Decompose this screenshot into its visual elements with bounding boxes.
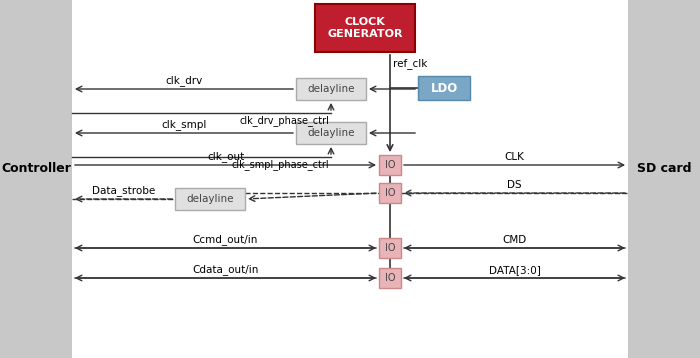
Text: ref_clk: ref_clk: [393, 58, 428, 69]
Text: DATA[3:0]: DATA[3:0]: [489, 265, 540, 275]
Text: Ccmd_out/in: Ccmd_out/in: [193, 234, 258, 245]
Text: delayline: delayline: [186, 194, 234, 204]
FancyBboxPatch shape: [296, 78, 366, 100]
FancyBboxPatch shape: [418, 76, 470, 100]
Text: CLOCK
GENERATOR: CLOCK GENERATOR: [328, 17, 402, 39]
FancyBboxPatch shape: [315, 4, 415, 52]
Text: CMD: CMD: [503, 235, 526, 245]
Text: SD card: SD card: [637, 161, 692, 174]
Text: IO: IO: [385, 243, 396, 253]
Text: clk_smpl_phase_ctrl: clk_smpl_phase_ctrl: [232, 159, 329, 170]
FancyBboxPatch shape: [379, 268, 401, 288]
Text: LDO: LDO: [430, 82, 458, 95]
Text: IO: IO: [385, 273, 396, 283]
Text: delayline: delayline: [307, 84, 355, 94]
Text: IO: IO: [385, 188, 396, 198]
FancyBboxPatch shape: [296, 122, 366, 144]
Text: Controller: Controller: [1, 161, 71, 174]
Text: CLK: CLK: [505, 152, 524, 162]
Bar: [628, 0, 700, 358]
Text: delayline: delayline: [307, 128, 355, 138]
Bar: [0, 0, 72, 358]
Text: IO: IO: [385, 160, 396, 170]
Text: clk_out: clk_out: [207, 151, 244, 162]
Text: clk_drv_phase_ctrl: clk_drv_phase_ctrl: [239, 115, 329, 126]
Text: Data_strobe: Data_strobe: [92, 185, 155, 196]
FancyBboxPatch shape: [175, 188, 245, 210]
Text: clk_drv: clk_drv: [165, 75, 202, 86]
FancyBboxPatch shape: [379, 155, 401, 175]
FancyBboxPatch shape: [379, 238, 401, 258]
Text: DS: DS: [508, 180, 522, 190]
Text: clk_smpl: clk_smpl: [161, 119, 206, 130]
Text: Cdata_out/in: Cdata_out/in: [193, 264, 259, 275]
FancyBboxPatch shape: [379, 183, 401, 203]
